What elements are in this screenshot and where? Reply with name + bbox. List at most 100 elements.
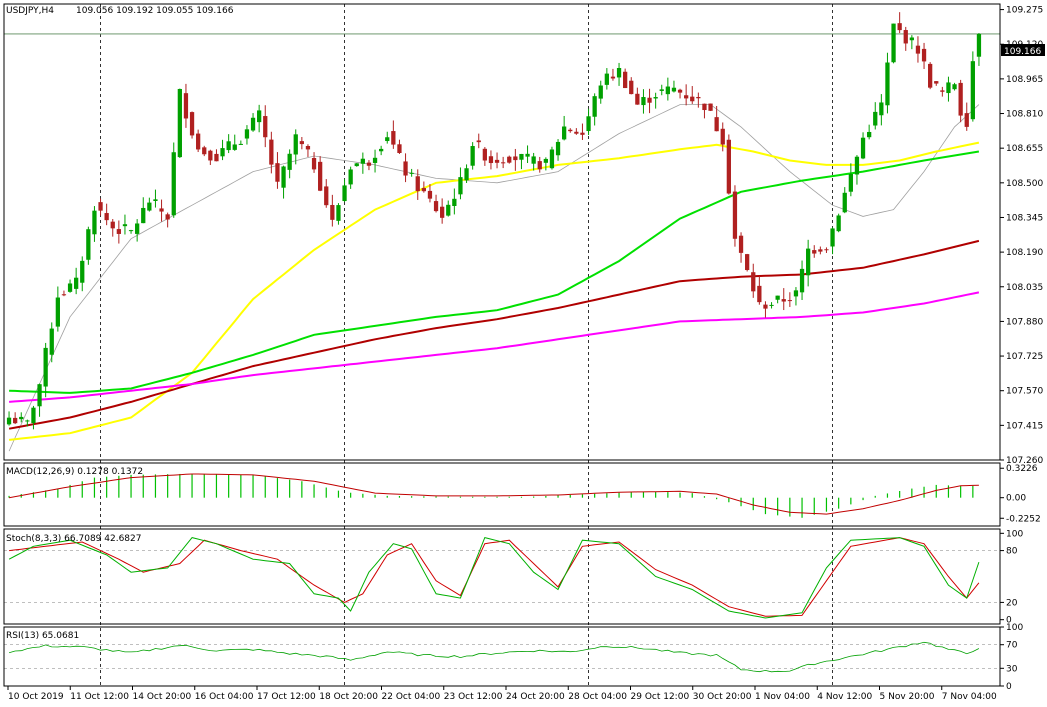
moving-average-ema20: [8, 104, 980, 452]
candle-body: [757, 285, 762, 303]
candle: [824, 247, 829, 253]
candle-body: [598, 85, 603, 99]
stoch-title: Stoch(8,3,3) 66.7089 42.6827: [6, 534, 141, 544]
candle: [159, 199, 164, 222]
candle-body: [671, 87, 677, 92]
candle-body: [799, 268, 805, 293]
candle-body: [629, 80, 634, 95]
candle-body: [763, 304, 768, 309]
panel-frame-rsi: [3, 626, 1001, 687]
candle-body: [501, 162, 506, 164]
candle: [214, 149, 219, 162]
candle-body: [818, 249, 823, 252]
candle: [616, 62, 622, 86]
time-tick-label: 28 Oct 04:00: [568, 692, 627, 702]
candle-body: [720, 128, 725, 145]
candle: [793, 287, 799, 306]
candle: [720, 122, 725, 152]
candle: [141, 197, 146, 224]
candle-body: [250, 117, 256, 131]
current-price-label: 109.166: [1004, 47, 1041, 57]
candle: [336, 203, 341, 225]
price-tick-label: 107.260: [1006, 456, 1043, 466]
candle-body: [281, 166, 286, 188]
candle-body: [67, 283, 73, 292]
candle: [385, 131, 390, 144]
candle-body: [641, 97, 646, 106]
candle-body: [299, 141, 304, 145]
candle: [43, 342, 48, 398]
candle-body: [409, 172, 414, 174]
candle: [250, 113, 256, 132]
candle-body: [494, 159, 500, 163]
candle-body: [37, 384, 42, 407]
candle-body: [238, 143, 243, 145]
time-tick-label: 7 Nov 04:00: [942, 692, 997, 702]
candle-body: [13, 417, 18, 424]
candle: [946, 76, 951, 102]
candle: [494, 152, 500, 169]
candle: [403, 153, 408, 183]
time-tick-label: 10 Oct 2019: [8, 692, 64, 702]
candle: [196, 129, 201, 153]
candle-body: [6, 417, 12, 425]
candle: [549, 146, 555, 170]
candle-body: [49, 328, 54, 355]
candle: [738, 232, 744, 263]
candle-body: [842, 192, 847, 213]
candle: [555, 139, 561, 161]
candle-body: [403, 161, 408, 176]
candle: [391, 120, 396, 149]
candle-body: [751, 272, 756, 292]
candle-body: [903, 30, 908, 44]
candle-body: [165, 214, 170, 220]
time-tick-label: 23 Oct 12:00: [444, 692, 503, 702]
candle: [116, 220, 121, 244]
candle: [659, 84, 664, 96]
candle-body: [135, 223, 140, 234]
stoch-tick-label: 0: [1006, 616, 1012, 626]
candle-body: [806, 248, 811, 276]
candle: [507, 155, 512, 164]
time-tick-label: 4 Nov 12:00: [817, 692, 872, 702]
candle-body: [360, 158, 365, 164]
candle: [238, 140, 243, 146]
candle-body: [897, 23, 902, 31]
candle: [976, 33, 982, 66]
candle-body: [214, 153, 219, 162]
candle-body: [555, 141, 561, 156]
candles-layer: [6, 12, 982, 430]
panel-frame-macd: [3, 462, 1001, 527]
candle: [67, 279, 73, 293]
candle: [775, 295, 780, 304]
rsi-tick-label: 0: [1006, 682, 1012, 692]
candle-body: [415, 176, 420, 192]
candle: [25, 419, 30, 427]
candle: [854, 155, 860, 185]
time-tick-label: 14 Oct 20:00: [133, 692, 192, 702]
macd-tick-label: 0.00: [1006, 494, 1026, 504]
candle-body: [476, 140, 481, 143]
candle-body: [385, 137, 390, 142]
candle-body: [647, 97, 652, 103]
chart-title: USDJPY,H4: [6, 6, 54, 16]
candle: [372, 149, 378, 173]
candle: [421, 181, 426, 193]
candle: [6, 411, 12, 426]
candle-body: [531, 156, 536, 164]
candle-body: [232, 144, 237, 150]
candle: [37, 383, 42, 417]
moving-averages-layer: [8, 104, 980, 452]
candle-body: [324, 186, 329, 206]
candle-body: [482, 148, 487, 161]
candle: [86, 226, 91, 265]
candle: [757, 275, 762, 305]
price-tick-label: 108.810: [1006, 110, 1043, 120]
candle-body: [208, 150, 213, 161]
candle-body: [793, 290, 799, 297]
candle-body: [854, 156, 860, 175]
grid-layer: [4, 4, 1000, 686]
candle-body: [31, 407, 36, 424]
candle-body: [25, 420, 30, 422]
time-tick-label: 30 Oct 20:00: [693, 692, 752, 702]
